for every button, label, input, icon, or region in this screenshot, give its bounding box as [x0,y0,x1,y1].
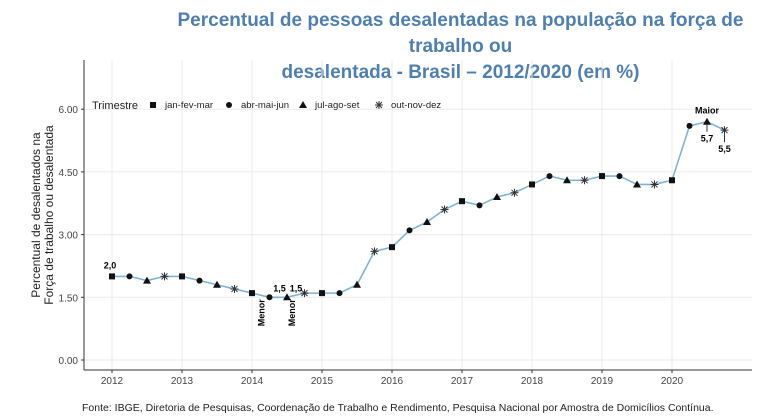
data-point [266,294,273,301]
data-point [230,284,239,293]
y-tick-label: 3.00 [59,231,79,242]
series-line [112,120,725,299]
min-annotation: Menor [257,299,267,326]
footer-source: Fonte: IBGE, Diretoria de Pesquisas, Coo… [82,402,714,414]
chart-title: Percentual de pessoas desalentadas na po… [0,8,771,86]
data-point [109,273,115,280]
legend-marker [375,101,383,109]
x-tick-label: 2017 [451,376,474,387]
data-point [319,290,325,297]
data-point [353,280,361,288]
legend-label: out-nov-dez [391,100,441,111]
data-point [650,180,659,189]
legend-marker [150,102,156,108]
data-point [406,227,413,234]
min-annotation: Menor [287,299,297,326]
data-point [160,272,169,281]
data-point [126,273,133,280]
x-tick-label: 2015 [311,376,334,387]
data-point [300,289,309,298]
data-label: 1,5 [273,283,286,293]
data-point [616,173,623,180]
max-annotation: Maior [695,106,720,116]
legend-label: jul-ago-set [314,100,360,111]
x-tick-label: 2016 [381,376,404,387]
legend-title: Trimestre [92,100,138,112]
data-point [179,273,185,280]
data-point [423,218,431,226]
data-point [143,276,151,284]
y-tick-label: 0.00 [59,356,79,367]
y-axis-label: Percentual de desalentados na [29,132,43,298]
legend-marker [299,101,307,108]
title-line-1: Percentual de pessoas desalentadas na po… [177,10,744,57]
y-tick-label: 4.50 [59,168,79,179]
data-label: 5,7 [701,134,714,144]
x-tick-label: 2018 [521,376,544,387]
data-point [249,290,255,297]
data-point [580,176,589,185]
data-point [703,117,711,125]
data-point [563,176,571,184]
data-point [686,122,693,129]
data-point [529,181,535,188]
data-point [283,293,291,301]
y-tick-label: 6.00 [59,105,79,116]
y-tick-label: 1.50 [59,293,79,304]
data-point [196,277,203,284]
x-tick-label: 2012 [101,376,124,387]
legend-label: jan-fev-mar [164,100,213,111]
data-point [459,198,465,205]
data-point [370,247,379,256]
data-point [669,177,675,184]
y-axis-label: Força de trabalho ou desalentada [42,125,56,305]
data-point [493,192,501,200]
x-tick-label: 2013 [171,376,194,387]
data-point [476,202,483,209]
data-point [720,126,729,135]
legend-marker [226,102,232,108]
x-tick-label: 2020 [661,376,684,387]
data-point [440,205,449,214]
title-line-2: desalentada - Brasil – 2012/2020 (em %) [281,62,640,83]
data-point [336,290,343,297]
data-point [389,244,395,251]
x-tick-label: 2019 [591,376,614,387]
data-point [599,173,605,180]
data-label: 5,5 [718,144,731,154]
legend-label: abr-mai-jun [241,100,289,111]
data-label: 2,0 [104,260,117,270]
data-point [546,173,553,180]
data-point [633,180,641,188]
data-point [213,280,221,288]
data-label: 1,5 [290,283,303,293]
data-point [510,188,519,197]
x-tick-label: 2014 [241,376,264,387]
